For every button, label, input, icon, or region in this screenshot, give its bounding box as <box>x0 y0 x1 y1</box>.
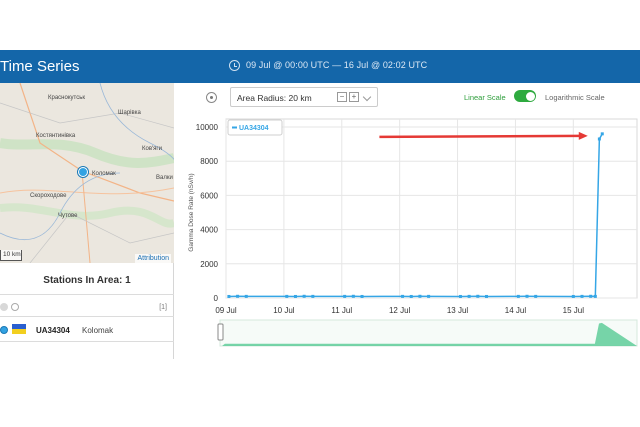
select-all-radio[interactable] <box>0 303 8 311</box>
chevron-down-icon[interactable] <box>362 92 372 102</box>
radius-decrease-button[interactable]: − <box>337 92 347 102</box>
radius-increase-button[interactable]: + <box>349 92 359 102</box>
data-point <box>409 294 413 298</box>
map-label: Коломак <box>92 171 116 177</box>
stations-title: Stations In Area: 1 <box>43 275 131 286</box>
data-point <box>525 294 529 298</box>
plot-frame <box>225 118 638 299</box>
station-id: UA34304 <box>36 326 70 335</box>
y-tick-label: 10000 <box>196 123 219 132</box>
data-point <box>293 294 297 298</box>
scale-toggle[interactable] <box>514 90 536 102</box>
x-tick-label: 11 Jul <box>331 306 352 315</box>
area-radius-label: Area Radius: 20 km <box>237 93 312 103</box>
data-point <box>600 132 604 136</box>
navigator-area <box>222 322 637 346</box>
data-point <box>458 294 462 298</box>
legend-label: UA34304 <box>239 125 269 132</box>
divider <box>0 316 174 317</box>
y-axis-label: Gamma Dose Rate (nSv/h) <box>188 173 195 251</box>
data-point <box>311 294 315 298</box>
data-point <box>236 294 240 298</box>
area-radius-select[interactable]: Area Radius: 20 km − + <box>230 87 378 107</box>
x-tick-label: 15 Jul <box>563 306 585 315</box>
map-label: Костянтинівка <box>36 133 76 139</box>
station-marker[interactable] <box>78 167 88 177</box>
data-point <box>343 294 347 298</box>
attribution-link[interactable]: Attribution <box>135 254 171 263</box>
x-tick-label: 14 Jul <box>505 306 527 315</box>
page-title: Time Series <box>0 58 80 75</box>
data-point <box>244 294 248 298</box>
clock-icon <box>229 60 240 71</box>
time-range-label[interactable]: 09 Jul @ 00:00 UTC — 16 Jul @ 02:02 UTC <box>246 60 428 70</box>
data-point <box>534 294 538 298</box>
y-tick-label: 6000 <box>200 191 218 200</box>
x-tick-label: 09 Jul <box>215 306 237 315</box>
annotation-arrow-head <box>578 131 588 140</box>
x-tick-label: 13 Jul <box>447 306 469 315</box>
data-point <box>516 294 520 298</box>
data-point <box>418 294 422 298</box>
data-point <box>351 294 355 298</box>
x-tick-label: 12 Jul <box>389 306 411 315</box>
data-point <box>467 294 471 298</box>
data-point <box>302 294 306 298</box>
station-radio[interactable] <box>0 326 8 334</box>
annotation-arrow <box>379 134 582 139</box>
linear-scale-label: Linear Scale <box>464 93 506 102</box>
data-point <box>597 137 601 141</box>
data-point <box>401 294 405 298</box>
navigator-handle <box>217 323 224 341</box>
data-point <box>571 294 575 298</box>
log-scale-label: Logarithmic Scale <box>545 93 605 102</box>
data-point <box>589 294 593 298</box>
y-tick-label: 2000 <box>200 260 218 269</box>
navigator-bar <box>219 319 638 347</box>
header-bar: Time Series 09 Jul @ 00:00 UTC — 16 Jul … <box>0 50 640 83</box>
chart-toolbar: Area Radius: 20 km − + Linear Scale Loga… <box>200 83 640 112</box>
map-roads <box>0 83 174 263</box>
data-point <box>484 294 488 298</box>
map-label: Валки <box>156 175 173 181</box>
x-tick-label: 10 Jul <box>273 306 295 315</box>
chart-area: 0 2000 4000 6000 8000 10000 09 Jul 10 Jul 11 Jul… <box>175 112 640 359</box>
map-label: Чутове <box>58 213 78 219</box>
target-icon[interactable] <box>206 92 217 103</box>
data-point <box>285 294 289 298</box>
data-point <box>227 294 231 298</box>
left-panel: Краснокутськ Шарівка Костянтинівка Ков'я… <box>0 83 174 359</box>
y-tick-label: 8000 <box>200 157 218 166</box>
map-view[interactable]: Краснокутськ Шарівка Костянтинівка Ков'я… <box>0 83 174 263</box>
y-tick-label: 4000 <box>200 226 218 235</box>
map-label: Скороходове <box>30 193 67 199</box>
time-series-chart[interactable]: 0 2000 4000 6000 8000 10000 09 Jul 10 Jul 11 Jul… <box>175 112 640 359</box>
divider <box>0 341 174 342</box>
data-point <box>427 294 431 298</box>
map-label: Краснокутськ <box>48 95 85 101</box>
y-tick-label: 0 <box>214 294 219 303</box>
data-point <box>593 294 597 298</box>
map-scale: 10 km <box>0 250 22 261</box>
data-point <box>580 294 584 298</box>
data-point <box>360 294 364 298</box>
divider <box>0 294 174 295</box>
ukraine-flag-icon <box>12 324 26 334</box>
station-place: Kolomak <box>82 326 114 335</box>
station-count: [1] <box>159 304 167 311</box>
map-label: Ков'яги <box>142 146 162 152</box>
legend-box <box>227 119 283 136</box>
data-point <box>476 294 480 298</box>
map-label: Шарівка <box>118 110 141 116</box>
select-none-radio[interactable] <box>11 303 19 311</box>
